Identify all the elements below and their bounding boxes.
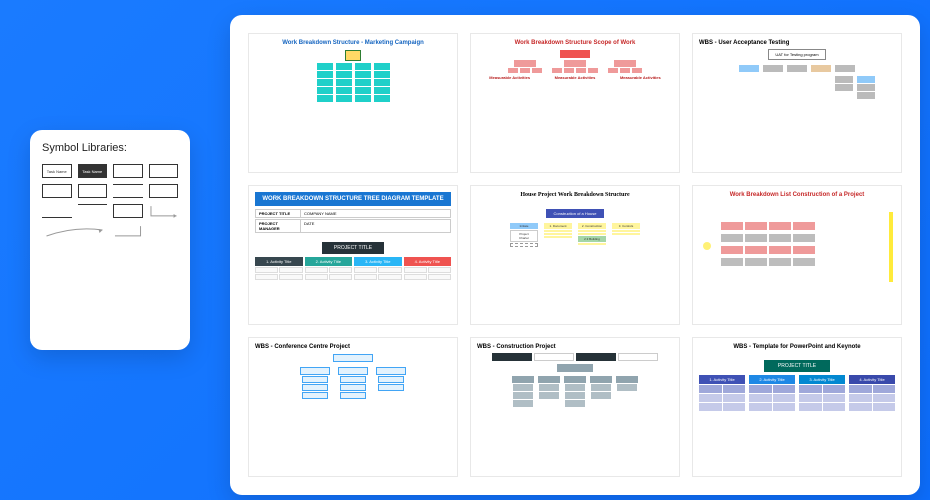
symbol-grid: Task Name Task Name: [42, 164, 178, 238]
symbol-item[interactable]: Task Name: [42, 164, 72, 178]
symbol-item[interactable]: [78, 204, 108, 218]
start-node: [703, 242, 711, 250]
template-title: WBS - Construction Project: [477, 344, 673, 350]
symbol-item[interactable]: Task Name: [78, 164, 108, 178]
template-grid: Work Breakdown Structure - Marketing Cam…: [248, 33, 902, 477]
symbol-item[interactable]: [149, 184, 179, 198]
symbol-item[interactable]: [113, 204, 143, 218]
template-title: Work Breakdown Structure - Marketing Cam…: [255, 40, 451, 47]
symbol-item[interactable]: [113, 164, 143, 178]
symbol-connector[interactable]: [149, 204, 179, 218]
tree-root: UAT for Testing program: [768, 49, 825, 60]
template-title: Work Breakdown Structure Scope of Work: [477, 40, 673, 47]
template-card-conference-centre[interactable]: WBS - Conference Centre Project: [248, 337, 458, 477]
template-card-uat[interactable]: WBS - User Acceptance Testing UAT for Te…: [692, 33, 902, 173]
end-bar: [889, 212, 893, 282]
symbol-connector[interactable]: [113, 224, 143, 238]
symbol-item[interactable]: [113, 184, 143, 198]
symbol-libraries-title: Symbol Libraries:: [42, 142, 178, 154]
template-card-construction-project[interactable]: WBS - Construction Project: [470, 337, 680, 477]
tree-root: [345, 50, 360, 61]
template-title: Work Breakdown List Construction of a Pr…: [699, 192, 895, 199]
template-title: House Project Work Breakdown Structure: [477, 192, 673, 199]
footer-label: Measurable Activities: [620, 75, 661, 80]
info-row: PROJECT MANAGERDATE: [255, 219, 451, 233]
template-card-construction-list[interactable]: Work Breakdown List Construction of a Pr…: [692, 185, 902, 325]
symbol-item[interactable]: [78, 184, 108, 198]
symbol-item[interactable]: [42, 184, 72, 198]
symbol-connector[interactable]: [42, 224, 107, 238]
footer-label: Measurable Activities: [555, 75, 596, 80]
template-banner: WORK BREAKDOWN STRUCTURE TREE DIAGRAM TE…: [255, 192, 451, 206]
info-row: PROJECT TITLECOMPANY NAME: [255, 209, 451, 218]
template-title: WBS - Conference Centre Project: [255, 344, 451, 350]
template-title: WBS - User Acceptance Testing: [699, 40, 895, 46]
template-card-house-project[interactable]: House Project Work Breakdown Structure C…: [470, 185, 680, 325]
tree-root: [560, 50, 590, 58]
template-card-scope-of-work[interactable]: Work Breakdown Structure Scope of Work M…: [470, 33, 680, 173]
template-title: WBS - Template for PowerPoint and Keynot…: [699, 344, 895, 351]
template-card-marketing-campaign[interactable]: Work Breakdown Structure - Marketing Cam…: [248, 33, 458, 173]
root-node: PROJECT TITLE: [322, 242, 384, 254]
tree-root: [333, 354, 373, 362]
template-gallery: Work Breakdown Structure - Marketing Cam…: [230, 15, 920, 495]
template-card-ppt-keynote[interactable]: WBS - Template for PowerPoint and Keynot…: [692, 337, 902, 477]
symbol-item[interactable]: [149, 164, 179, 178]
subtitle: Construction of a House: [546, 209, 605, 218]
root-node: PROJECT TITLE: [764, 360, 830, 372]
symbol-libraries-panel: Symbol Libraries: Task Name Task Name: [30, 130, 190, 350]
footer-label: Measurable Activities: [489, 75, 530, 80]
symbol-item[interactable]: [42, 204, 72, 218]
template-card-tree-diagram[interactable]: WORK BREAKDOWN STRUCTURE TREE DIAGRAM TE…: [248, 185, 458, 325]
